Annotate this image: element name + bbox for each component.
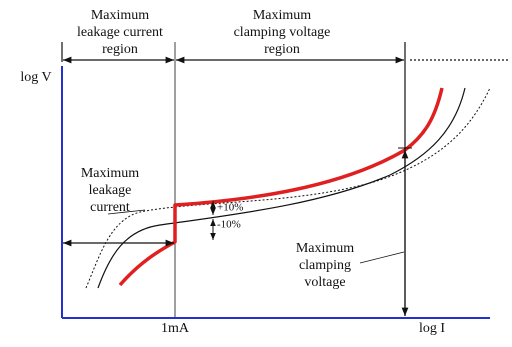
tol-plus: +10% xyxy=(217,202,243,214)
curve-nominal xyxy=(97,87,466,289)
y-label: log V xyxy=(20,70,51,85)
text: region xyxy=(102,42,138,57)
leader xyxy=(107,209,146,215)
leader xyxy=(359,251,405,264)
text: clamping xyxy=(299,258,351,273)
text: Maximum xyxy=(296,241,354,256)
text: leakage xyxy=(89,183,132,198)
clamping-label: Maximum clamping voltage xyxy=(296,241,354,290)
text: Maximum xyxy=(81,166,139,181)
leakage-label: Maximum leakage current xyxy=(81,166,139,215)
curve-upper xyxy=(85,87,491,289)
text: Maximum xyxy=(253,8,311,23)
text: region xyxy=(264,42,300,57)
x-marker: 1mA xyxy=(161,321,190,336)
text: voltage xyxy=(304,275,345,290)
text: Maximum xyxy=(91,8,149,23)
text: current xyxy=(90,200,130,215)
text: leakage current xyxy=(77,25,163,40)
text: clamping voltage xyxy=(234,25,331,40)
x-label: log I xyxy=(419,321,445,336)
region-bar xyxy=(61,42,510,318)
tol-minus: -10% xyxy=(217,219,241,231)
curve-max xyxy=(118,87,444,287)
region-label: Maximum leakage current region Maximum c… xyxy=(77,8,330,57)
